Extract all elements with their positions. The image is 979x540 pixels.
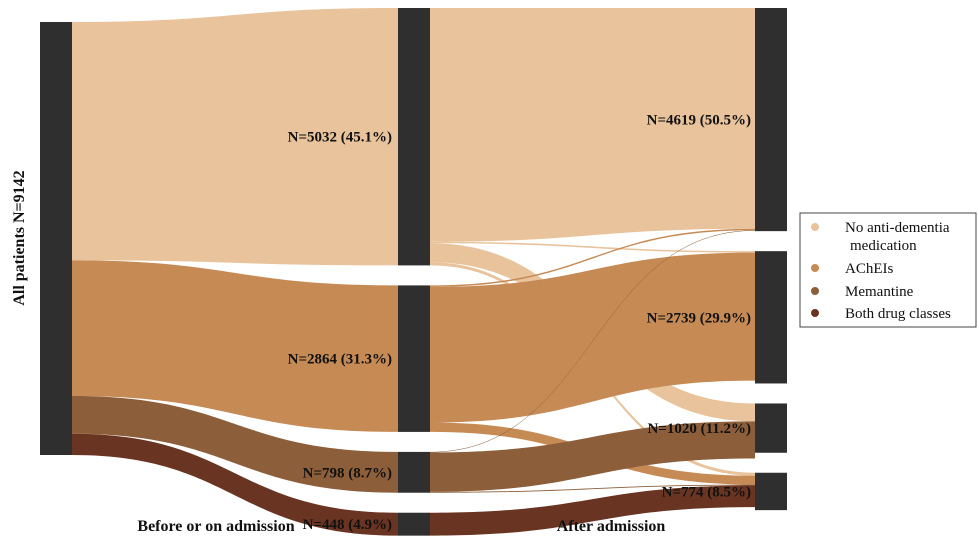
node-label-before-both: N=448 (4.9%)	[303, 517, 392, 533]
y-axis-label: All patients N=9142	[11, 170, 28, 305]
node-after-memantine	[755, 403, 787, 453]
flow-memantine-to-none	[430, 230, 755, 453]
legend-label-none-line2: medication	[850, 238, 917, 254]
flow-root-to-memantine	[72, 395, 398, 493]
node-before-both	[398, 512, 430, 536]
node-before-memantine	[398, 451, 430, 493]
legend-label-memantine: Memantine	[845, 284, 914, 300]
node-label-after-acheis: N=2739 (29.9%)	[647, 310, 751, 326]
stage-label-after: After admission	[557, 518, 666, 535]
flow-acheis-to-acheis	[430, 252, 755, 423]
legend-swatch-acheis	[811, 264, 819, 272]
legend-swatch-both	[811, 309, 819, 317]
node-after-acheis	[755, 251, 787, 384]
node-label-after-both: N=774 (8.5%)	[662, 484, 751, 500]
flow-root-to-acheis	[72, 260, 398, 432]
node-label-before-memantine: N=798 (8.7%)	[303, 465, 392, 481]
nodes-layer	[40, 8, 787, 536]
node-label-before-acheis: N=2864 (31.3%)	[288, 352, 392, 368]
node-label-after-none: N=4619 (50.5%)	[647, 113, 751, 129]
flow-both-to-both	[430, 485, 755, 536]
legend: No anti-dementia medication AChEIs Meman…	[799, 212, 977, 328]
flow-memantine-to-both	[430, 484, 755, 493]
labels-layer: N=5032 (45.1%) N=2864 (31.3%) N=798 (8.7%)…	[288, 113, 751, 534]
flow-root-to-none	[72, 8, 398, 266]
node-before-none	[398, 8, 430, 266]
flow-acheis-to-none	[430, 228, 755, 287]
node-label-after-memantine: N=1020 (11.2%)	[647, 421, 751, 437]
legend-label-both: Both drug classes	[845, 306, 951, 322]
flow-root-to-both	[72, 433, 398, 536]
legend-label-none: No anti-dementia	[845, 220, 950, 236]
node-label-before-none: N=5032 (45.1%)	[288, 130, 392, 146]
flows-layer	[72, 8, 755, 536]
flow-memantine-to-memantine	[430, 421, 755, 492]
stage-label-before: Before or on admission	[137, 518, 294, 535]
flow-none-to-acheis	[430, 241, 755, 253]
legend-swatch-memantine	[811, 287, 819, 295]
node-after-both	[755, 472, 787, 511]
node-all-patients	[40, 22, 72, 455]
flow-none-to-none	[430, 8, 755, 242]
legend-box	[799, 212, 977, 328]
node-before-acheis	[398, 285, 430, 432]
legend-swatch-none	[811, 223, 819, 231]
legend-label-acheis: AChEIs	[845, 261, 893, 277]
node-after-none	[755, 8, 787, 232]
